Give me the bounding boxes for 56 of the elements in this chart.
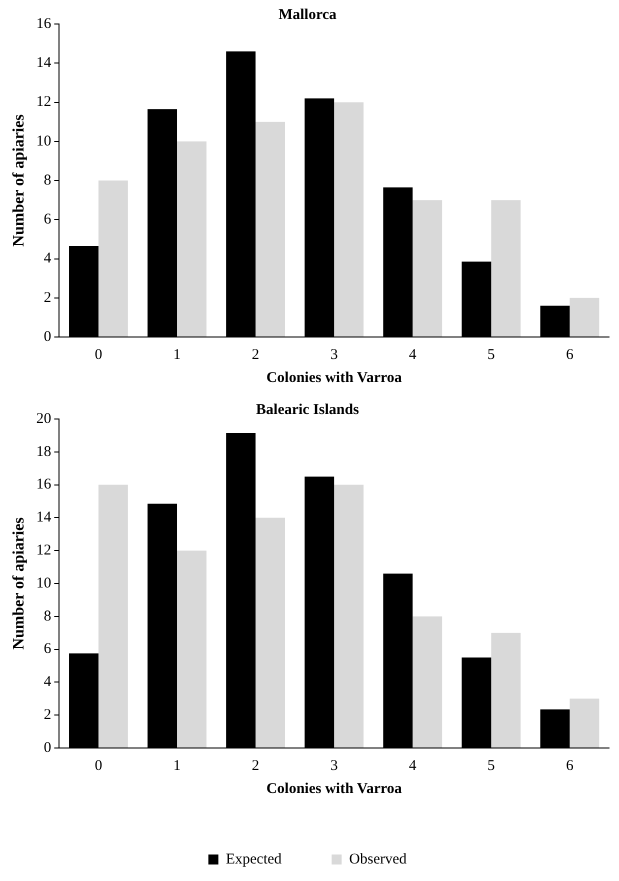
bar xyxy=(98,484,128,748)
bar xyxy=(256,122,286,336)
y-tick-label: 2 xyxy=(44,707,52,724)
x-tick-label: 3 xyxy=(330,758,338,774)
x-tick-label: 6 xyxy=(566,758,574,774)
y-tick-label: 0 xyxy=(44,740,52,756)
x-tick-label: 4 xyxy=(408,758,417,774)
y-tick-label: 2 xyxy=(44,290,52,306)
x-tick-label: 3 xyxy=(330,346,338,363)
x-tick-label: 1 xyxy=(173,758,181,774)
legend-label: Expected xyxy=(226,851,282,868)
y-tick-label: 14 xyxy=(36,510,52,526)
bar xyxy=(177,550,206,748)
y-tick-label: 6 xyxy=(44,212,52,228)
bar xyxy=(98,180,128,336)
bar xyxy=(570,698,600,748)
x-tick-label: 0 xyxy=(94,758,102,774)
y-axis-title: Number of apiaries xyxy=(10,114,28,247)
x-tick-label: 2 xyxy=(252,346,260,363)
x-tick-label: 6 xyxy=(566,346,574,363)
x-tick-label: 1 xyxy=(173,346,181,363)
bar xyxy=(177,141,206,336)
y-tick-label: 18 xyxy=(36,444,52,460)
y-tick-label: 14 xyxy=(36,55,52,72)
x-axis-title: Colonies with Varroa xyxy=(266,780,402,797)
x-axis-title: Colonies with Varroa xyxy=(266,370,402,386)
y-tick-label: 16 xyxy=(36,476,52,493)
bar xyxy=(570,298,600,336)
x-tick-label: 5 xyxy=(487,758,495,774)
bar xyxy=(256,518,286,748)
y-axis-title: Number of apiaries xyxy=(10,517,28,650)
y-tick-label: 10 xyxy=(36,575,52,592)
y-tick-label: 8 xyxy=(44,172,52,188)
x-tick-label: 2 xyxy=(252,758,260,774)
bar xyxy=(334,102,364,336)
bar xyxy=(491,200,521,336)
y-tick-label: 12 xyxy=(36,542,52,559)
y-tick-label: 6 xyxy=(44,641,52,658)
x-tick-label: 5 xyxy=(487,346,495,363)
chart-title: Balearic Islands xyxy=(256,402,360,418)
y-tick-label: 16 xyxy=(36,16,52,32)
bar xyxy=(334,484,364,748)
y-tick-label: 8 xyxy=(44,608,52,624)
bar xyxy=(412,200,442,336)
y-tick-label: 12 xyxy=(36,94,52,110)
y-tick-label: 20 xyxy=(36,410,52,427)
x-tick-label: 0 xyxy=(94,346,102,363)
bar xyxy=(412,616,442,748)
y-tick-label: 4 xyxy=(44,250,52,267)
legend-label: Observed xyxy=(349,851,408,868)
y-tick-label: 4 xyxy=(44,674,52,690)
bar xyxy=(491,632,521,748)
x-tick-label: 4 xyxy=(408,346,417,363)
y-tick-label: 10 xyxy=(36,133,52,150)
chart-title: Mallorca xyxy=(278,6,338,23)
y-tick-label: 0 xyxy=(44,328,52,345)
